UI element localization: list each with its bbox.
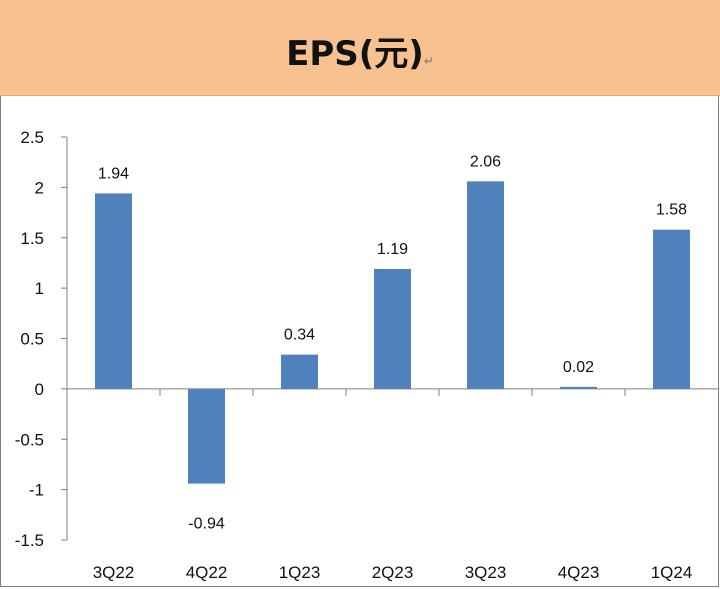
y-tick-label: -1	[29, 481, 44, 500]
bar-1Q24	[653, 229, 690, 389]
paragraph-mark: ↵	[423, 54, 434, 68]
bar-1Q23	[281, 354, 318, 389]
y-tick-label: -0.5	[15, 430, 44, 449]
chart-title-text: EPS(元)	[286, 34, 424, 74]
bar-4Q22	[188, 388, 225, 484]
y-tick-label: 0	[35, 380, 44, 399]
y-tick-label: 1.5	[20, 229, 44, 248]
data-label-2Q23: 1.19	[377, 241, 408, 258]
category-label-1Q24: 1Q24	[651, 563, 693, 582]
y-tick-label: -1.5	[15, 531, 44, 550]
category-label-2Q23: 2Q23	[372, 563, 414, 582]
category-label-1Q23: 1Q23	[279, 563, 321, 582]
data-label-1Q24: 1.58	[656, 202, 687, 219]
category-label-3Q22: 3Q22	[93, 563, 135, 582]
chart-frame	[0, 96, 719, 587]
data-label-1Q23: 0.34	[284, 327, 315, 344]
chart-title: EPS(元)↵	[0, 26, 720, 75]
y-tick-label: 1	[35, 279, 44, 298]
category-label-4Q22: 4Q22	[186, 563, 228, 582]
y-tick-label: 2.5	[20, 128, 44, 147]
y-tick-label: 2	[35, 178, 44, 197]
data-label-4Q22: -0.94	[188, 516, 225, 533]
bar-4Q23	[560, 386, 597, 389]
data-label-4Q23: 0.02	[563, 359, 594, 376]
y-tick-label: 0.5	[20, 330, 44, 349]
bar-3Q23	[467, 181, 504, 389]
data-label-3Q23: 2.06	[470, 153, 501, 170]
data-label-3Q22: 1.94	[98, 165, 129, 182]
category-label-3Q23: 3Q23	[465, 563, 507, 582]
bar-3Q22	[95, 193, 132, 389]
category-label-4Q23: 4Q23	[558, 563, 600, 582]
chart-header: EPS(元)↵	[0, 0, 720, 96]
bar-2Q23	[374, 268, 411, 389]
